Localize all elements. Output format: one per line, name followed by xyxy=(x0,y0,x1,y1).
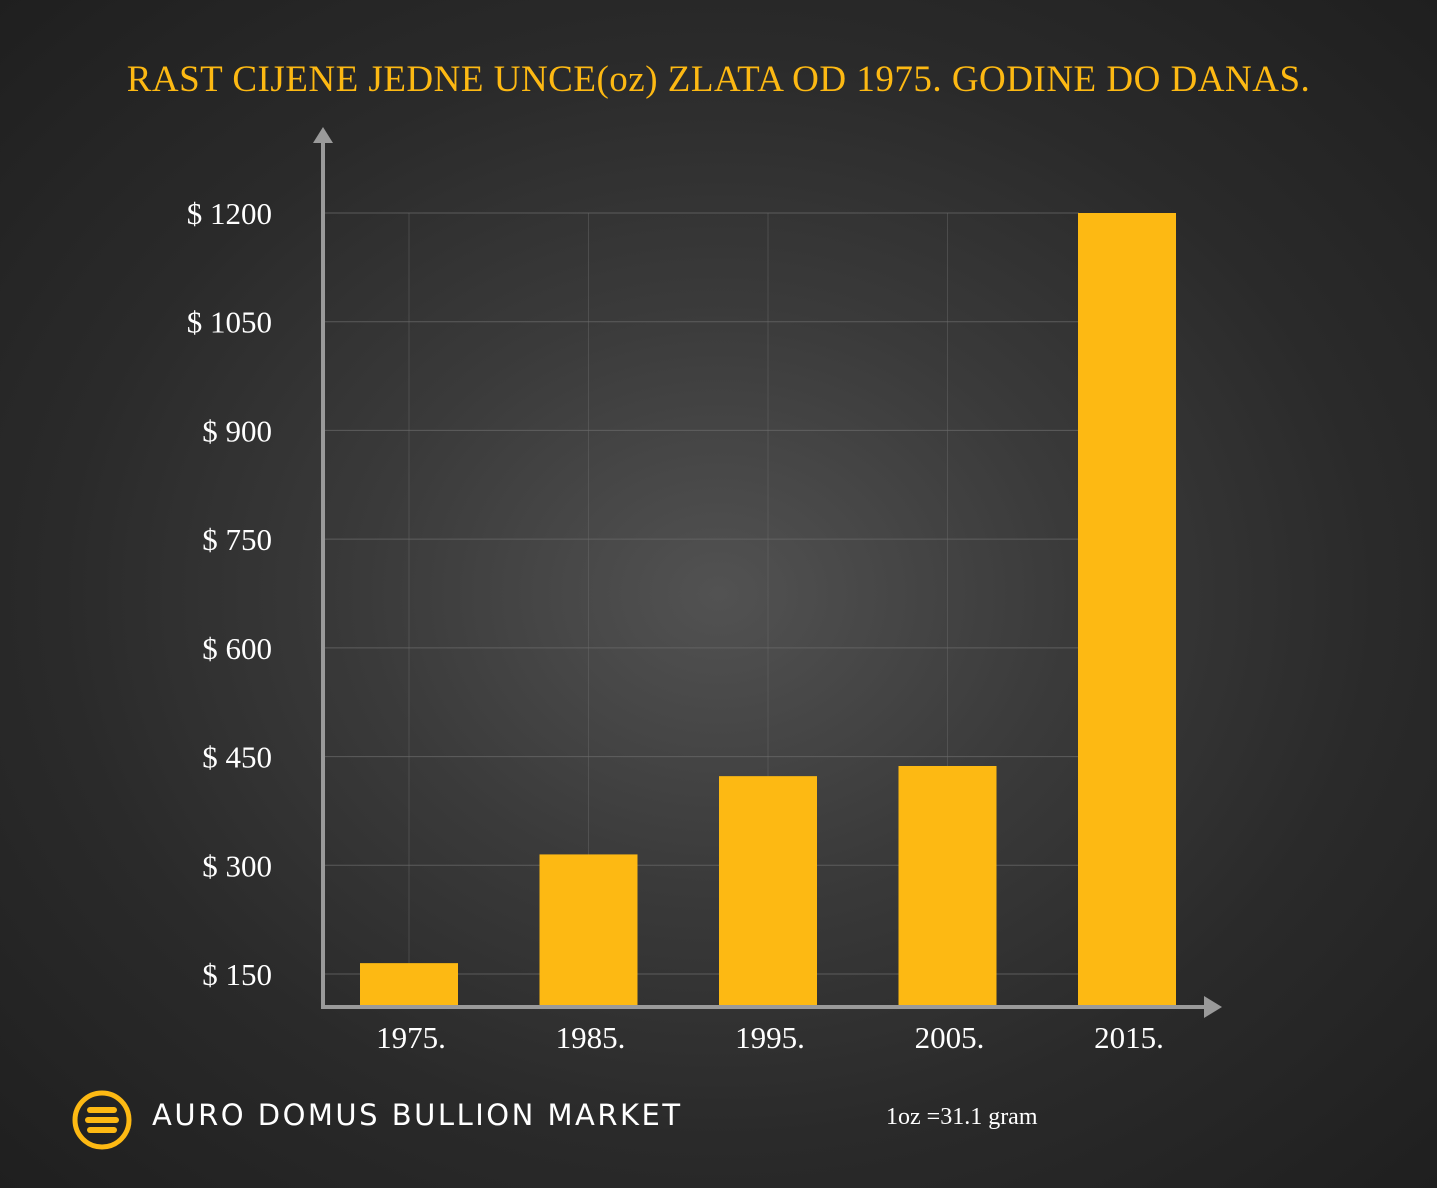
y-tick-label: $ 750 xyxy=(202,522,272,557)
gold-bars-logo-icon xyxy=(72,1090,132,1150)
bar-1995 xyxy=(719,776,817,1005)
y-tick-label: $ 1200 xyxy=(187,196,272,231)
x-axis-arrow-icon xyxy=(1204,996,1222,1018)
y-axis-arrow-icon xyxy=(313,127,333,143)
axes xyxy=(313,127,1222,1018)
x-tick-label: 1985. xyxy=(556,1020,626,1055)
unit-note: 1oz =31.1 gram xyxy=(886,1104,1038,1130)
y-tick-label: $ 300 xyxy=(202,848,272,883)
y-tick-label: $ 600 xyxy=(202,631,272,666)
bar-1975 xyxy=(360,963,458,1005)
x-tick-labels: 1975. 1985. 1995. 2005. 2015. xyxy=(376,1020,1164,1055)
chart-title: RAST CIJENE JEDNE UNCE(oz) ZLATA OD 1975… xyxy=(126,59,1311,100)
y-tick-label: $ 900 xyxy=(202,413,272,448)
y-tick-labels: $ 150 $ 300 $ 450 $ 600 $ 750 $ 900 $ 1050 $ 12… xyxy=(187,196,272,992)
x-tick-label: 2015. xyxy=(1094,1020,1164,1055)
y-tick-label: $ 450 xyxy=(202,740,272,775)
y-tick-label: $ 150 xyxy=(202,957,272,992)
x-tick-label: 2005. xyxy=(915,1020,985,1055)
x-tick-label: 1995. xyxy=(735,1020,805,1055)
y-tick-label: $ 1050 xyxy=(187,305,272,340)
brand-name: AURO DOMUS BULLION MARKET xyxy=(152,1098,683,1132)
bar-2015 xyxy=(1078,213,1176,1005)
bar-2005 xyxy=(898,765,997,1005)
x-tick-label: 1975. xyxy=(376,1020,446,1055)
bar-1985 xyxy=(539,854,638,1005)
bars xyxy=(360,213,1176,1005)
